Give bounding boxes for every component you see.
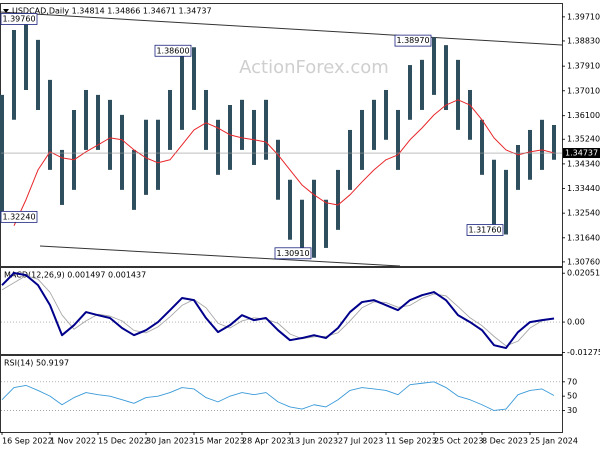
y-tick-label: 1.33440 (567, 184, 600, 193)
y-tick-label: 30 (567, 406, 577, 415)
annotation-label: 1.31760 (468, 226, 501, 235)
y-tick-label: 1.37010 (567, 86, 600, 95)
annotation-box (0, 210, 38, 223)
header-triangle (3, 9, 9, 13)
last-price-label: 1.34737 (565, 149, 598, 158)
annotation-label: 1.30910 (276, 249, 309, 258)
y-tick-label: 1.39710 (567, 12, 600, 21)
x-tick-label: 25 Jan 2024 (530, 437, 578, 446)
y-tick-label: 1.30760 (567, 257, 600, 266)
x-tick-label: 25 Oct 2023 (434, 437, 483, 446)
annotation-label: 1.32240 (2, 212, 35, 221)
x-tick-label: 1 Nov 2022 (50, 437, 96, 446)
x-tick-label: 15 Dec 2022 (98, 437, 149, 446)
y-tick-label: 1.35240 (567, 135, 600, 144)
line-series (1, 275, 555, 347)
y-tick-label: 1.38830 (567, 36, 600, 45)
y-tick-label: 1.34340 (567, 159, 600, 168)
rsi-frame (0, 355, 563, 433)
price-title: USDCAD,Daily 1.34814 1.34866 1.34671 1.3… (12, 7, 212, 16)
lower-channel (39, 245, 401, 267)
y-tick-label: 1.36100 (567, 111, 600, 120)
x-tick-label: 27 Jul 2023 (338, 437, 383, 446)
y-tick-label: 70 (567, 377, 577, 386)
annotation-label: 1.38970 (396, 36, 429, 45)
y-tick-label: 1.37910 (567, 62, 600, 71)
annotation-box (466, 224, 504, 236)
y-tick-label: 0.020518 (567, 269, 600, 278)
macd-frame (0, 267, 563, 355)
annotation-box (154, 44, 192, 57)
x-tick-label: 30 Jan 2023 (146, 437, 194, 446)
annotation-label: 1.39760 (2, 14, 35, 23)
last-price-box (563, 148, 600, 159)
y-tick-label: 0.00 (567, 318, 585, 327)
line-series (1, 381, 555, 411)
upper-channel (0, 11, 563, 46)
x-tick-label: 8 Dec 2023 (482, 437, 528, 446)
x-tick-label: 16 Sep 2022 (2, 437, 53, 446)
x-tick-label: 11 Sep 2023 (386, 437, 437, 446)
y-tick-label: 1.31640 (567, 233, 600, 242)
line-series (1, 272, 555, 350)
y-tick-label: 1.32540 (567, 209, 600, 218)
annotation-label: 1.38600 (156, 46, 189, 55)
line-series (13, 99, 555, 226)
x-tick-label: 15 Mar 2023 (194, 437, 245, 446)
rsi-title: RSI(14) 50.9197 (4, 359, 69, 368)
macd-title: MACD(12,26,9) 0.001497 0.001437 (4, 271, 146, 280)
y-tick-label: -0.012755 (567, 348, 600, 357)
annotation-box (0, 13, 38, 25)
x-tick-label: 13 Jun 2023 (290, 437, 338, 446)
annotation-box (394, 34, 432, 47)
annotation-box (274, 247, 312, 260)
x-tick-label: 28 Apr 2023 (242, 437, 291, 446)
watermark: ActionForex.com (239, 57, 389, 78)
y-tick-label: 50 (567, 392, 577, 401)
